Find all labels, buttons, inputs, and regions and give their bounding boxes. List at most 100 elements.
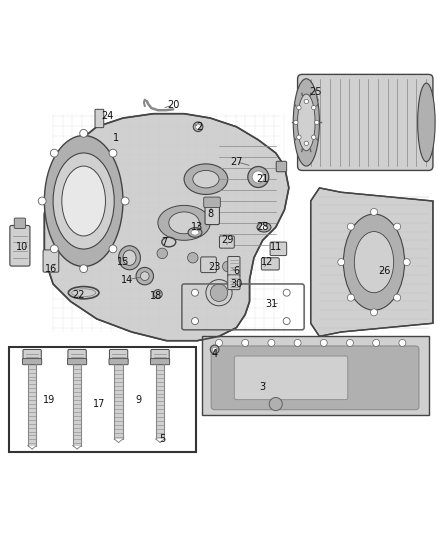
Circle shape bbox=[269, 398, 283, 410]
Circle shape bbox=[304, 99, 308, 103]
FancyBboxPatch shape bbox=[43, 250, 59, 272]
Circle shape bbox=[320, 340, 327, 346]
Ellipse shape bbox=[418, 83, 435, 161]
Ellipse shape bbox=[188, 228, 202, 237]
Circle shape bbox=[283, 318, 290, 325]
Ellipse shape bbox=[123, 250, 136, 265]
Ellipse shape bbox=[195, 124, 201, 130]
FancyBboxPatch shape bbox=[204, 197, 220, 207]
Circle shape bbox=[314, 120, 319, 125]
Text: 11: 11 bbox=[270, 242, 282, 252]
Circle shape bbox=[347, 223, 354, 230]
Text: 18: 18 bbox=[149, 291, 162, 301]
FancyBboxPatch shape bbox=[228, 256, 240, 277]
FancyBboxPatch shape bbox=[211, 346, 419, 410]
Text: 20: 20 bbox=[167, 100, 179, 110]
Circle shape bbox=[50, 245, 58, 253]
FancyBboxPatch shape bbox=[270, 242, 287, 256]
Circle shape bbox=[371, 309, 378, 316]
FancyBboxPatch shape bbox=[201, 257, 216, 272]
FancyBboxPatch shape bbox=[261, 258, 279, 270]
Circle shape bbox=[283, 289, 290, 296]
Text: 31: 31 bbox=[265, 298, 278, 309]
FancyBboxPatch shape bbox=[67, 359, 87, 365]
Ellipse shape bbox=[257, 222, 271, 232]
Bar bbox=[114, 364, 123, 439]
Ellipse shape bbox=[193, 171, 219, 188]
FancyBboxPatch shape bbox=[109, 359, 128, 365]
Ellipse shape bbox=[212, 348, 217, 352]
Circle shape bbox=[311, 106, 316, 110]
Text: 14: 14 bbox=[121, 274, 134, 285]
Text: 22: 22 bbox=[72, 290, 85, 300]
Circle shape bbox=[157, 248, 167, 259]
Bar bbox=[9, 348, 196, 452]
Text: 15: 15 bbox=[117, 257, 129, 267]
Polygon shape bbox=[201, 336, 428, 415]
Text: 19: 19 bbox=[42, 394, 55, 405]
FancyBboxPatch shape bbox=[110, 350, 128, 362]
Polygon shape bbox=[311, 188, 433, 336]
Text: 4: 4 bbox=[212, 349, 218, 359]
Text: 3: 3 bbox=[260, 382, 266, 392]
Ellipse shape bbox=[119, 246, 141, 270]
Text: 23: 23 bbox=[208, 262, 221, 271]
FancyBboxPatch shape bbox=[68, 350, 86, 362]
Text: 1: 1 bbox=[113, 133, 120, 143]
Text: 13: 13 bbox=[191, 222, 203, 232]
FancyBboxPatch shape bbox=[234, 356, 348, 400]
Text: 17: 17 bbox=[93, 399, 105, 409]
Text: 26: 26 bbox=[379, 266, 391, 276]
Circle shape bbox=[399, 340, 406, 346]
Ellipse shape bbox=[193, 122, 203, 132]
FancyBboxPatch shape bbox=[228, 275, 240, 289]
Text: 24: 24 bbox=[102, 111, 114, 121]
Text: 28: 28 bbox=[257, 222, 269, 232]
Circle shape bbox=[373, 340, 380, 346]
Bar bbox=[28, 364, 36, 446]
Circle shape bbox=[293, 120, 298, 125]
Text: 27: 27 bbox=[230, 157, 243, 167]
Ellipse shape bbox=[206, 280, 232, 306]
Circle shape bbox=[187, 253, 198, 263]
Bar bbox=[155, 364, 164, 439]
Ellipse shape bbox=[53, 153, 114, 249]
Circle shape bbox=[215, 340, 223, 346]
FancyBboxPatch shape bbox=[205, 201, 219, 224]
Text: 30: 30 bbox=[230, 279, 243, 289]
Circle shape bbox=[394, 223, 401, 230]
FancyBboxPatch shape bbox=[22, 359, 42, 365]
Circle shape bbox=[50, 149, 58, 157]
Text: 29: 29 bbox=[222, 235, 234, 245]
Circle shape bbox=[347, 294, 354, 301]
Ellipse shape bbox=[191, 230, 199, 235]
Ellipse shape bbox=[248, 166, 269, 188]
Text: 25: 25 bbox=[309, 87, 321, 97]
Circle shape bbox=[294, 340, 301, 346]
FancyBboxPatch shape bbox=[150, 359, 170, 365]
Ellipse shape bbox=[62, 166, 106, 236]
Ellipse shape bbox=[44, 135, 123, 266]
Circle shape bbox=[403, 259, 410, 265]
Text: 7: 7 bbox=[161, 238, 168, 247]
Circle shape bbox=[311, 135, 316, 140]
FancyBboxPatch shape bbox=[14, 218, 25, 229]
Ellipse shape bbox=[343, 214, 405, 310]
Ellipse shape bbox=[260, 224, 268, 230]
Circle shape bbox=[242, 340, 249, 346]
Text: 21: 21 bbox=[257, 174, 269, 184]
Ellipse shape bbox=[354, 231, 394, 293]
Ellipse shape bbox=[158, 205, 210, 240]
Circle shape bbox=[371, 208, 378, 215]
Circle shape bbox=[109, 245, 117, 253]
Ellipse shape bbox=[297, 94, 315, 151]
Ellipse shape bbox=[210, 284, 228, 302]
Circle shape bbox=[338, 259, 345, 265]
Ellipse shape bbox=[252, 171, 265, 183]
Circle shape bbox=[268, 340, 275, 346]
FancyBboxPatch shape bbox=[23, 350, 41, 362]
Circle shape bbox=[297, 106, 301, 110]
Circle shape bbox=[297, 135, 301, 140]
Circle shape bbox=[191, 318, 198, 325]
Circle shape bbox=[153, 289, 162, 298]
